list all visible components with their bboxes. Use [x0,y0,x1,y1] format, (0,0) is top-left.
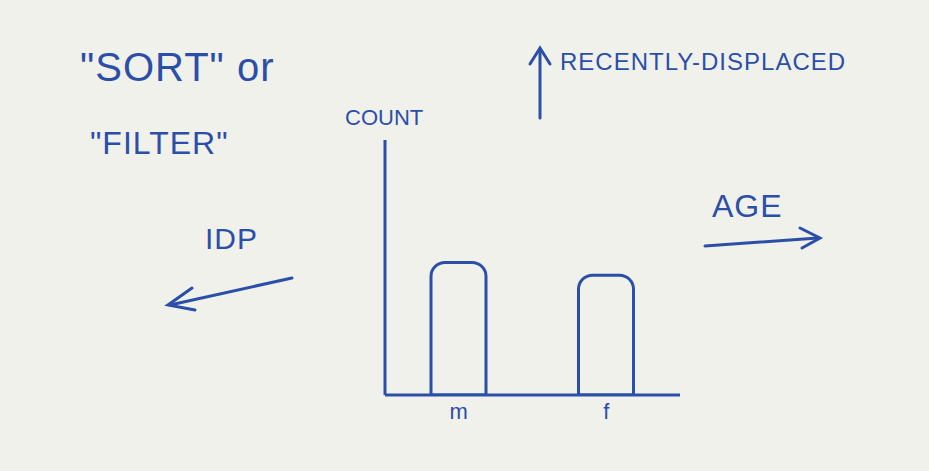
html-text:AGE: AGE [712,188,783,224]
html-text:"FILTER": "FILTER" [90,125,229,161]
html-text:RECENTLY-DISPLACED: RECENTLY-DISPLACED [560,48,847,75]
html-text:"SORT" or: "SORT" or [80,45,275,89]
svg-text:f: f [603,399,610,424]
svg-text:m: m [450,399,468,424]
html-text:COUNT: COUNT [345,105,424,130]
html-text:IDP: IDP [205,222,258,255]
